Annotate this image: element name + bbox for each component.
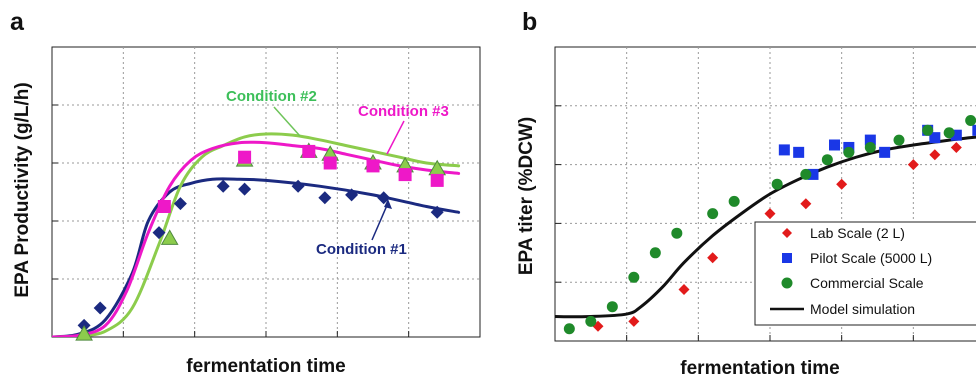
data-point-commercial-scale bbox=[922, 124, 934, 136]
annotation-condition-3: Condition #3 bbox=[358, 103, 449, 120]
legend-item-commercial-scale: Commercial Scale bbox=[781, 275, 924, 291]
data-point-condition-3 bbox=[323, 156, 337, 170]
legend-label-model-simulation: Model simulation bbox=[810, 301, 915, 317]
data-point-commercial-scale bbox=[671, 227, 683, 239]
panel-a-x-axis-title: fermentation time bbox=[186, 356, 345, 377]
data-point-commercial-scale bbox=[606, 301, 618, 313]
data-point-lab-scale-2-l bbox=[836, 178, 848, 190]
data-point-commercial-scale bbox=[563, 323, 575, 335]
legend-marker-circle bbox=[781, 277, 793, 289]
legend-item-pilot-scale: Pilot Scale (5000 L) bbox=[782, 250, 932, 266]
data-point-commercial-scale bbox=[585, 315, 597, 327]
data-point-condition-3 bbox=[238, 150, 252, 164]
data-point-commercial-scale bbox=[821, 154, 833, 166]
data-point-condition-2 bbox=[160, 229, 179, 245]
data-point-condition-1 bbox=[93, 301, 107, 315]
data-point-condition-1 bbox=[216, 179, 230, 193]
data-point-commercial-scale bbox=[771, 178, 783, 190]
data-point-condition-1 bbox=[345, 188, 359, 202]
panel-b-x-axis-title: fermentation time bbox=[680, 358, 839, 379]
panel-b: b fermentation time EPA titer (%DCW) Lab… bbox=[516, 8, 976, 379]
data-point-condition-1 bbox=[238, 182, 252, 196]
annotation-condition-2-arrow bbox=[273, 106, 301, 137]
data-point-condition-1 bbox=[377, 191, 391, 205]
data-point-lab-scale-2-l bbox=[628, 315, 640, 327]
data-point-pilot-scale-5000-l bbox=[879, 146, 891, 158]
data-point-pilot-scale-5000-l bbox=[778, 144, 790, 156]
data-point-pilot-scale-5000-l bbox=[829, 139, 840, 151]
data-point-lab-scale-2-l bbox=[907, 159, 919, 171]
panel-a-grid bbox=[52, 47, 480, 337]
data-point-commercial-scale bbox=[965, 115, 976, 126]
data-point-condition-3 bbox=[157, 200, 171, 213]
legend-label-lab-scale: Lab Scale (2 L) bbox=[810, 225, 905, 241]
data-point-lab-scale-2-l bbox=[929, 149, 941, 161]
annotation-condition-2: Condition #2 bbox=[226, 88, 317, 105]
panel-b-points bbox=[563, 115, 976, 335]
data-point-commercial-scale bbox=[707, 208, 719, 220]
legend-item-model-simulation: Model simulation bbox=[770, 301, 915, 317]
data-point-pilot-scale-5000-l bbox=[929, 132, 941, 144]
data-point-condition-3 bbox=[302, 144, 316, 158]
data-point-lab-scale-2-l bbox=[678, 284, 690, 296]
annotation-condition-3-arrow bbox=[386, 120, 405, 155]
panel-a-points bbox=[75, 142, 447, 341]
data-point-condition-1 bbox=[173, 197, 187, 211]
panel-b-curves bbox=[555, 135, 976, 319]
data-point-condition-1 bbox=[291, 179, 305, 193]
legend-item-lab-scale: Lab Scale (2 L) bbox=[782, 225, 905, 241]
data-point-commercial-scale bbox=[800, 168, 812, 180]
panel-b-letter: b bbox=[522, 8, 537, 36]
legend-label-pilot-scale: Pilot Scale (5000 L) bbox=[810, 250, 932, 266]
data-point-commercial-scale bbox=[943, 127, 955, 139]
data-point-commercial-scale bbox=[864, 141, 876, 153]
data-point-condition-3 bbox=[430, 173, 444, 187]
data-point-pilot-scale-5000-l bbox=[950, 129, 962, 141]
annotation-condition-1-arrow bbox=[371, 202, 389, 241]
series-line-condition-3 bbox=[52, 140, 461, 337]
legend-marker-square bbox=[782, 253, 792, 263]
panel-a: a fermentation time EPA Productivity (g/… bbox=[10, 8, 481, 377]
panel-b-y-axis-title: EPA titer (%DCW) bbox=[516, 117, 537, 275]
series-line-model-simulation bbox=[555, 135, 976, 319]
data-point-pilot-scale-5000-l bbox=[793, 146, 805, 158]
data-point-lab-scale-2-l bbox=[764, 208, 776, 220]
data-point-condition-1 bbox=[152, 226, 166, 240]
annotation-condition-1: Condition #1 bbox=[316, 241, 407, 258]
annotation-condition-1-arrowhead bbox=[384, 199, 392, 209]
data-point-pilot-scale-5000-l bbox=[972, 124, 976, 136]
data-point-commercial-scale bbox=[728, 195, 740, 207]
series-line-condition-1 bbox=[52, 177, 461, 337]
data-point-condition-2 bbox=[75, 325, 93, 341]
data-point-lab-scale-2-l bbox=[707, 252, 719, 264]
panel-a-letter: a bbox=[10, 8, 25, 36]
data-point-condition-3 bbox=[398, 168, 412, 182]
panel-b-legend: Lab Scale (2 L) Pilot Scale (5000 L) Com… bbox=[754, 221, 976, 326]
data-point-lab-scale-2-l bbox=[800, 198, 812, 210]
data-point-pilot-scale-5000-l bbox=[864, 134, 876, 146]
data-point-pilot-scale-5000-l bbox=[807, 168, 819, 180]
series-line-condition-2 bbox=[52, 132, 461, 337]
data-point-commercial-scale bbox=[843, 146, 855, 158]
data-point-lab-scale-2-l bbox=[950, 141, 962, 153]
data-point-commercial-scale bbox=[628, 271, 640, 283]
panel-a-y-axis-title: EPA Productivity (g/L/h) bbox=[12, 82, 33, 297]
data-point-commercial-scale bbox=[893, 134, 905, 146]
legend-marker-diamond bbox=[782, 228, 792, 238]
data-point-condition-1 bbox=[318, 191, 332, 205]
data-point-condition-1 bbox=[430, 205, 444, 219]
data-point-condition-3 bbox=[366, 159, 380, 173]
legend-label-commercial-scale: Commercial Scale bbox=[810, 275, 924, 291]
panel-a-curves bbox=[52, 132, 461, 337]
data-point-commercial-scale bbox=[649, 247, 661, 259]
